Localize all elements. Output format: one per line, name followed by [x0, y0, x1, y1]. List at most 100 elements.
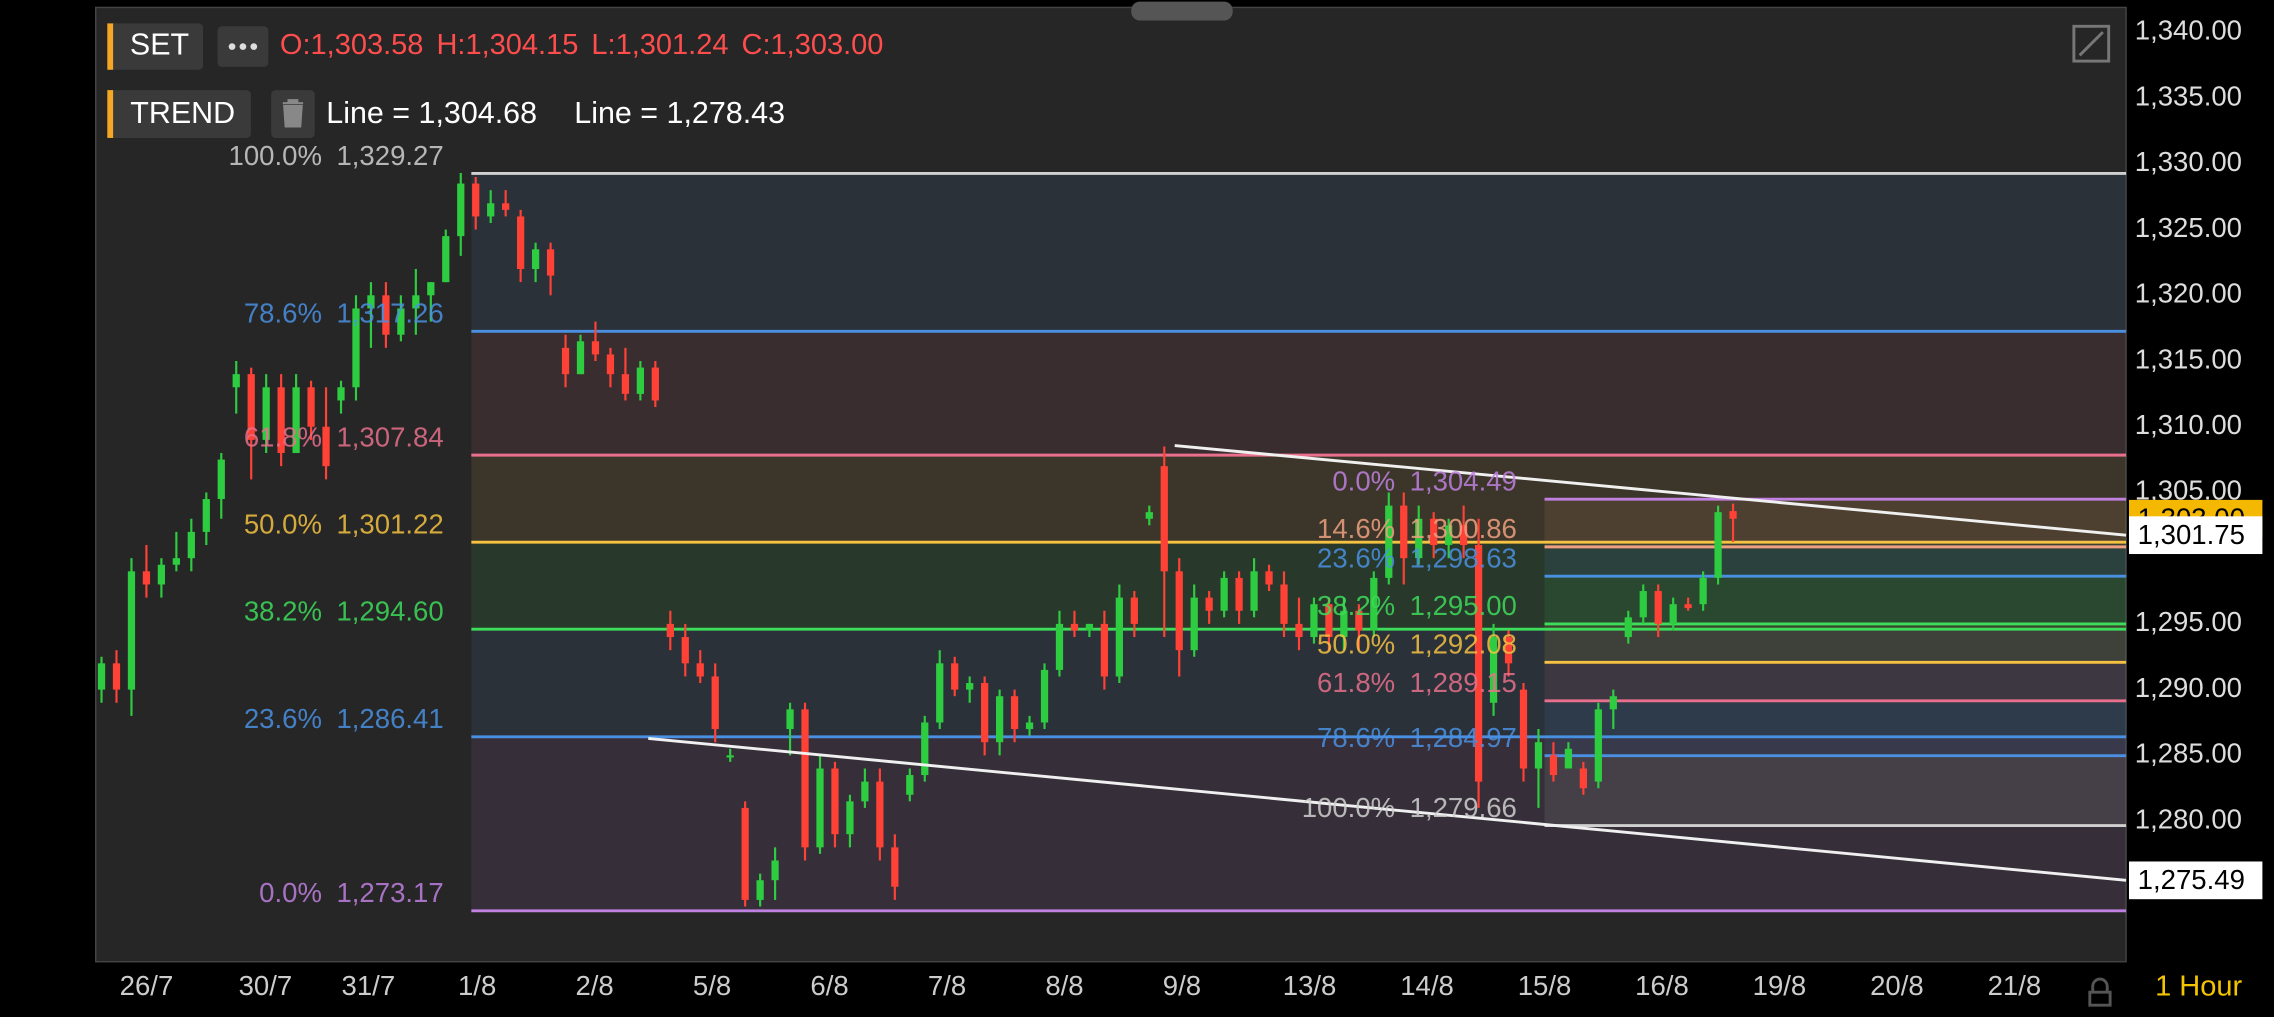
- candle-body: [337, 387, 345, 401]
- price-marker-label: 1,301.75: [2138, 519, 2245, 550]
- candle-body: [382, 295, 390, 335]
- indicator-value: Line = 1,304.68: [326, 96, 537, 130]
- price-tick-label: 1,290.00: [2135, 672, 2242, 703]
- ohlc-open: O:1,303.58: [280, 29, 424, 61]
- candle-body: [651, 367, 659, 401]
- candle-body: [1549, 755, 1558, 776]
- candle-body: [1340, 610, 1348, 638]
- candle-body: [187, 531, 195, 559]
- price-tick-label: 1,325.00: [2135, 212, 2242, 243]
- fib-price: 1,300.86: [1410, 513, 1517, 544]
- price-marker: [2128, 516, 2263, 555]
- symbol: SET: [130, 28, 189, 62]
- candle-body: [277, 387, 285, 454]
- candle-body: [1175, 571, 1183, 651]
- candle-body: [771, 860, 779, 881]
- candle-body: [1370, 577, 1378, 631]
- price-marker: [2128, 861, 2263, 900]
- indicator-button[interactable]: [107, 90, 251, 138]
- candle-body: [951, 663, 959, 690]
- candle-body: [1265, 571, 1273, 585]
- candle-body: [217, 459, 225, 500]
- time-label: 30/7: [239, 970, 293, 1001]
- candle-body: [1190, 597, 1198, 651]
- candle-body: [666, 623, 674, 638]
- fib-ratio: 14.6%: [1317, 513, 1395, 544]
- fib-ratio: 0.0%: [259, 877, 322, 908]
- symbol-accent: [107, 23, 114, 70]
- candle-body: [891, 847, 899, 887]
- candle-body: [487, 203, 495, 217]
- time-label: 8/8: [1045, 970, 1083, 1001]
- candle-body: [202, 499, 210, 532]
- candle-body: [756, 880, 764, 900]
- fib-price: 1,289.15: [1410, 667, 1517, 698]
- candle-body: [97, 663, 106, 690]
- candle-body: [1654, 591, 1662, 624]
- fullscreen-button[interactable]: [2072, 24, 2111, 63]
- time-label: 20/8: [1870, 970, 1924, 1001]
- fib-ratio: 23.6%: [244, 703, 322, 734]
- candle-body: [307, 387, 315, 427]
- candle-body: [1534, 742, 1543, 769]
- fib-price: 1,286.41: [336, 703, 443, 734]
- candle-body: [1714, 512, 1722, 578]
- symbol-button[interactable]: [107, 23, 204, 70]
- fib-band: [1544, 576, 2127, 624]
- candle-body: [472, 183, 480, 217]
- candle-body: [127, 571, 136, 690]
- candle-body: [262, 387, 270, 440]
- candle-body: [1280, 584, 1288, 624]
- candle-body: [1385, 505, 1393, 578]
- candle-body: [1639, 591, 1647, 618]
- candle-body: [1115, 597, 1123, 677]
- time-label: 9/8: [1163, 970, 1201, 1001]
- candle-body: [457, 183, 465, 237]
- candle-body: [995, 696, 1004, 743]
- candle-body: [1205, 597, 1213, 611]
- candle-body: [1100, 623, 1109, 677]
- lock-icon[interactable]: [2088, 977, 2112, 1007]
- candle-body: [232, 374, 240, 388]
- time-label: 14/8: [1400, 970, 1454, 1001]
- fib-ratio: 78.6%: [244, 298, 322, 329]
- dot: [239, 43, 247, 50]
- fib-price: 1,298.63: [1410, 543, 1517, 574]
- candle-body: [1220, 577, 1228, 611]
- fib-ratio: 38.2%: [244, 595, 322, 626]
- candle-body: [576, 341, 585, 375]
- fib-ratio: 61.8%: [1317, 667, 1395, 698]
- candle-body: [1070, 623, 1079, 631]
- candle-body: [966, 683, 974, 690]
- candle-body: [1250, 571, 1258, 611]
- candle-body: [1624, 617, 1632, 638]
- candle-body: [502, 203, 510, 210]
- ohlc-close: C:1,303.00: [742, 29, 884, 61]
- candle-body: [292, 387, 300, 454]
- fib-ratio: 38.2%: [1317, 590, 1395, 621]
- candle-body: [247, 374, 255, 440]
- fib-price: 1,304.49: [1410, 465, 1517, 496]
- candle-body: [531, 249, 540, 270]
- time-label: 7/8: [928, 970, 966, 1001]
- time-label: 13/8: [1283, 970, 1337, 1001]
- candle-body: [322, 426, 330, 467]
- candle-body: [726, 755, 734, 758]
- candle-body: [696, 663, 704, 677]
- candle-body: [1699, 577, 1707, 605]
- candle-body: [1579, 768, 1587, 789]
- candle-body: [1310, 604, 1318, 638]
- candle-body: [112, 663, 121, 690]
- drag-handle[interactable]: [1131, 1, 1233, 21]
- fullscreen-icon: [2078, 31, 2104, 57]
- fib-band: [471, 331, 2127, 456]
- interval[interactable]: 1 Hour: [2155, 970, 2242, 1002]
- fib-ratio: 50.0%: [1317, 629, 1395, 660]
- candle-body: [1564, 748, 1573, 769]
- indicator-value: Line = 1,278.43: [574, 96, 785, 130]
- indicator-accent: [107, 90, 114, 138]
- fib-band: [1544, 499, 2127, 547]
- candle-body: [517, 216, 525, 270]
